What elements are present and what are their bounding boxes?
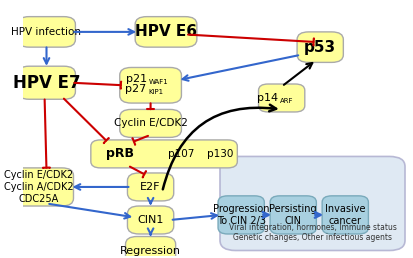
Text: KiP1: KiP1 — [148, 89, 164, 95]
FancyBboxPatch shape — [17, 17, 75, 47]
Text: WAF1: WAF1 — [148, 79, 168, 85]
FancyBboxPatch shape — [258, 84, 304, 112]
Text: Progression
To CIN 2/3: Progression To CIN 2/3 — [212, 204, 269, 226]
Text: HPV E7: HPV E7 — [13, 74, 80, 92]
Text: Viral integration, hormones, Immune status
Genetic changes, Other infectious age: Viral integration, hormones, Immune stat… — [228, 223, 396, 243]
Text: p14: p14 — [256, 93, 277, 103]
FancyBboxPatch shape — [4, 168, 73, 206]
FancyBboxPatch shape — [321, 196, 368, 234]
Text: ARF: ARF — [279, 98, 292, 104]
Text: p107: p107 — [168, 149, 194, 159]
Text: HPV infection: HPV infection — [12, 27, 81, 37]
Text: Persisting
CIN: Persisting CIN — [269, 204, 316, 226]
FancyBboxPatch shape — [119, 68, 181, 103]
FancyBboxPatch shape — [269, 196, 316, 234]
FancyBboxPatch shape — [17, 66, 75, 99]
Text: p21: p21 — [125, 74, 146, 84]
Text: HPV E6: HPV E6 — [135, 25, 197, 39]
Text: p53: p53 — [304, 40, 335, 55]
FancyBboxPatch shape — [127, 173, 173, 201]
FancyBboxPatch shape — [90, 140, 237, 168]
Text: Invasive
cancer: Invasive cancer — [324, 204, 365, 226]
FancyBboxPatch shape — [219, 156, 404, 251]
Text: p130: p130 — [206, 149, 233, 159]
Text: pRB: pRB — [105, 147, 133, 160]
FancyBboxPatch shape — [135, 17, 196, 47]
Text: Regression: Regression — [120, 246, 180, 255]
FancyBboxPatch shape — [297, 32, 342, 62]
FancyBboxPatch shape — [218, 196, 263, 234]
Text: p27: p27 — [125, 84, 146, 94]
FancyBboxPatch shape — [125, 237, 175, 258]
Text: Cyclin E/CDK2
Cyclin A/CDK2
CDC25A: Cyclin E/CDK2 Cyclin A/CDK2 CDC25A — [4, 170, 74, 204]
Text: Cyclin E/CDK2: Cyclin E/CDK2 — [114, 118, 187, 128]
FancyBboxPatch shape — [119, 109, 181, 137]
FancyBboxPatch shape — [127, 206, 173, 234]
Text: CIN1: CIN1 — [137, 215, 164, 225]
Text: E2F: E2F — [140, 182, 160, 192]
